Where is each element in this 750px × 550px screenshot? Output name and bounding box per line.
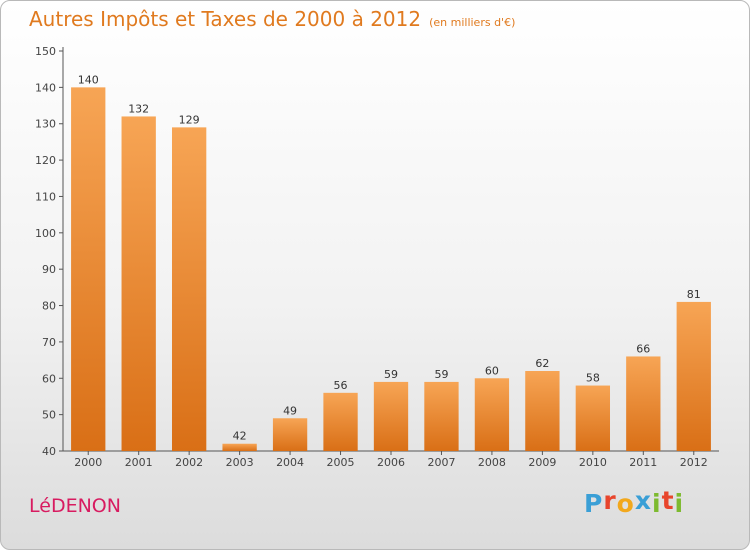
value-label: 132 xyxy=(128,102,149,115)
value-label: 66 xyxy=(636,342,650,355)
bar-2009 xyxy=(525,371,560,451)
logo-letter: r xyxy=(603,486,617,515)
value-label: 140 xyxy=(78,73,99,86)
y-tick-label: 90 xyxy=(42,263,56,276)
value-label: 62 xyxy=(535,357,549,370)
y-tick-label: 140 xyxy=(35,81,56,94)
bar-2000 xyxy=(71,87,106,451)
x-tick-label: 2003 xyxy=(226,456,254,469)
chart-title: Autres Impôts et Taxes de 2000 à 2012 (en… xyxy=(29,7,515,31)
x-tick-label: 2000 xyxy=(74,456,102,469)
x-tick-label: 2007 xyxy=(427,456,455,469)
x-tick-label: 2006 xyxy=(377,456,405,469)
bar-2005 xyxy=(323,392,358,451)
x-tick-label: 2012 xyxy=(680,456,708,469)
bar-2008 xyxy=(474,378,510,451)
value-label: 42 xyxy=(233,430,247,443)
y-tick-label: 150 xyxy=(35,45,56,58)
chart-axes: 40 50 60 70 80 90 100 110 120 130 140 150 xyxy=(35,45,719,458)
y-tick-label: 70 xyxy=(42,336,56,349)
proxiti-logo: Proxiti xyxy=(584,486,685,518)
bar-2004 xyxy=(272,418,308,451)
value-label: 58 xyxy=(586,372,600,385)
bar-2012 xyxy=(676,301,711,451)
bar-2003 xyxy=(222,443,257,451)
x-tick-label: 2002 xyxy=(175,456,203,469)
logo-letter: i xyxy=(674,489,685,518)
chart-labels: 2000 140 2001 132 2002 129 2003 42 2004 49 2005 56 2… xyxy=(74,73,708,469)
value-label: 49 xyxy=(283,404,297,417)
logo-letter: x xyxy=(634,486,652,515)
value-label: 81 xyxy=(687,288,701,301)
y-tick-label: 80 xyxy=(42,300,56,313)
value-label: 129 xyxy=(179,113,200,126)
chart-subtitle: (en milliers d'€) xyxy=(429,16,516,29)
y-tick-label: 40 xyxy=(42,445,56,458)
value-label: 59 xyxy=(434,368,448,381)
y-tick-label: 100 xyxy=(35,227,56,240)
x-tick-label: 2004 xyxy=(276,456,304,469)
x-tick-label: 2009 xyxy=(528,456,556,469)
bar-2007 xyxy=(424,381,459,451)
commune-name: LéDENON xyxy=(29,495,121,517)
logo-letter: P xyxy=(584,489,604,518)
x-tick-label: 2001 xyxy=(125,456,153,469)
bar-2006 xyxy=(373,381,409,451)
bar-2011 xyxy=(626,356,661,451)
logo-letter: t xyxy=(661,486,675,515)
logo-letter: i xyxy=(652,489,662,518)
bar-2001 xyxy=(121,116,156,452)
y-tick-label: 50 xyxy=(42,409,56,422)
y-tick-label: 130 xyxy=(35,118,56,131)
y-tick-label: 60 xyxy=(42,372,56,385)
x-tick-label: 2010 xyxy=(579,456,607,469)
chart-title-text: Autres Impôts et Taxes de 2000 à 2012 xyxy=(29,7,422,31)
logo-letter: o xyxy=(616,489,635,518)
bar-2010 xyxy=(575,385,611,451)
x-tick-label: 2005 xyxy=(327,456,355,469)
x-tick-label: 2011 xyxy=(629,456,657,469)
value-label: 60 xyxy=(485,364,499,377)
x-tick-label: 2008 xyxy=(478,456,506,469)
y-tick-label: 110 xyxy=(35,190,56,203)
value-label: 56 xyxy=(334,379,348,392)
chart-bars xyxy=(71,87,711,452)
y-tick-label: 120 xyxy=(35,154,56,167)
value-label: 59 xyxy=(384,368,398,381)
bar-2002 xyxy=(171,127,207,451)
